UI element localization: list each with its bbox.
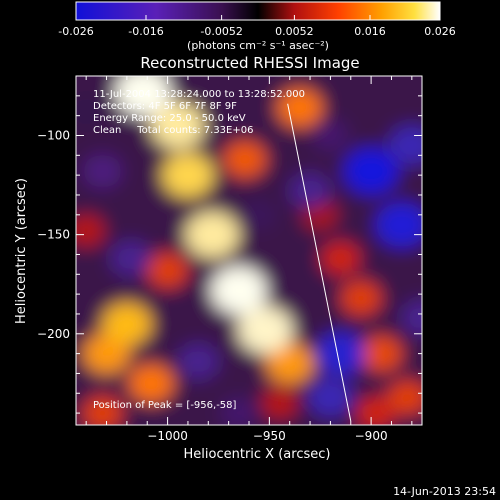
heatmap-dark-blob (241, 200, 277, 230)
axis-ticks: −1000 −950 −900 −100 −150 −200 (37, 75, 422, 443)
heatmap-bright-blob (360, 335, 403, 372)
heatmap-dark-blob (83, 154, 122, 188)
heatmap-bright-blob (266, 343, 314, 384)
heatmap-dark-blob (307, 377, 354, 417)
heatmap-bright-blob (82, 395, 123, 425)
y-axis-label: Heliocentric Y (arcsec) (14, 178, 29, 324)
colorbar: -0.026 -0.016 -0.0052 0.0052 0.016 0.026 (pho… (58, 1, 456, 52)
y-tick-label: −150 (37, 228, 70, 242)
heatmap-bright-blob (147, 252, 189, 288)
heatmap-bright-blob (210, 266, 267, 315)
heatmap-bright-blob (185, 211, 240, 258)
heatmap-bright-blob (261, 387, 298, 419)
colorbar-strip (75, 1, 441, 21)
colorbar-tick-label: 0.026 (424, 25, 456, 38)
plot-area: −1000 −950 −900 −100 −150 −200 11-Jul-2004 13… (37, 75, 423, 443)
colorbar-tick-label: -0.016 (128, 25, 163, 38)
info-line-time: 11-Jul-2004 13:28:24.000 to 13:28:52.000 (93, 89, 305, 100)
peak-position-label: Position of Peak = [-956,-58] (93, 400, 237, 411)
heatmap-bright-blob (355, 396, 395, 425)
colorbar-tick-label: -0.0052 (200, 25, 242, 38)
y-tick-label: −200 (37, 327, 70, 341)
heatmap-bright-blob (340, 280, 382, 316)
x-tick-label: −950 (253, 429, 286, 443)
heatmap-bright-blob (237, 306, 293, 354)
heatmap-bright-blob (128, 363, 174, 403)
colorbar-tick-label: 0.0052 (275, 25, 314, 38)
x-axis-label: Heliocentric X (arcsec) (184, 447, 331, 462)
heatmap-dark-blob (401, 300, 422, 336)
heatmap-dark-blob (344, 148, 399, 195)
heatmap-dark-blob (375, 202, 422, 247)
heatmap-bright-blob (277, 88, 323, 128)
heatmap-bright-blob (162, 152, 214, 198)
colorbar-units-label: (photons cm⁻² s⁻¹ asec⁻²) (187, 39, 329, 52)
chart-title: Reconstructed RHESSI Image (140, 54, 359, 72)
heatmap-dark-blob (289, 173, 331, 209)
heatmap-dark-blob (110, 240, 152, 276)
colorbar-ticks: -0.026 -0.016 -0.0052 0.0052 0.016 0.026 (58, 15, 456, 38)
colorbar-tick-label: -0.026 (58, 25, 93, 38)
x-tick-label: −1000 (147, 429, 188, 443)
heatmap-dark-blob (389, 126, 422, 165)
heatmap-bright-blob (102, 302, 152, 346)
x-tick-label: −900 (355, 429, 388, 443)
heatmap-bright-blob (223, 140, 267, 178)
heatmap-dark-blob (177, 344, 219, 380)
heatmap-image (76, 76, 422, 425)
solar-limb-line (287, 103, 352, 422)
heatmap-bright-blob (76, 214, 105, 247)
heatmap-dark-blob (312, 119, 349, 152)
info-line-detectors: Detectors: 4F 5F 6F 7F 8F 9F (93, 101, 237, 112)
info-line-clean: Clean Total counts: 7.33E+06 (93, 125, 253, 136)
footer-timestamp: 14-Jun-2013 23:54 (393, 485, 496, 498)
heatmap-bright-blob (150, 102, 205, 149)
heatmap-bright-blob (321, 241, 360, 276)
y-tick-label: −100 (37, 128, 70, 142)
heatmap-dark-blob (315, 332, 366, 375)
colorbar-tick-label: 0.016 (354, 25, 386, 38)
heatmap-bright-blob (115, 76, 172, 116)
heatmap-dark-blob (76, 97, 103, 126)
heatmap-dark-blob (220, 397, 258, 425)
info-line-energy: Energy Range: 25.0 - 50.0 keV (93, 113, 246, 124)
heatmap-bright-blob (387, 379, 422, 415)
